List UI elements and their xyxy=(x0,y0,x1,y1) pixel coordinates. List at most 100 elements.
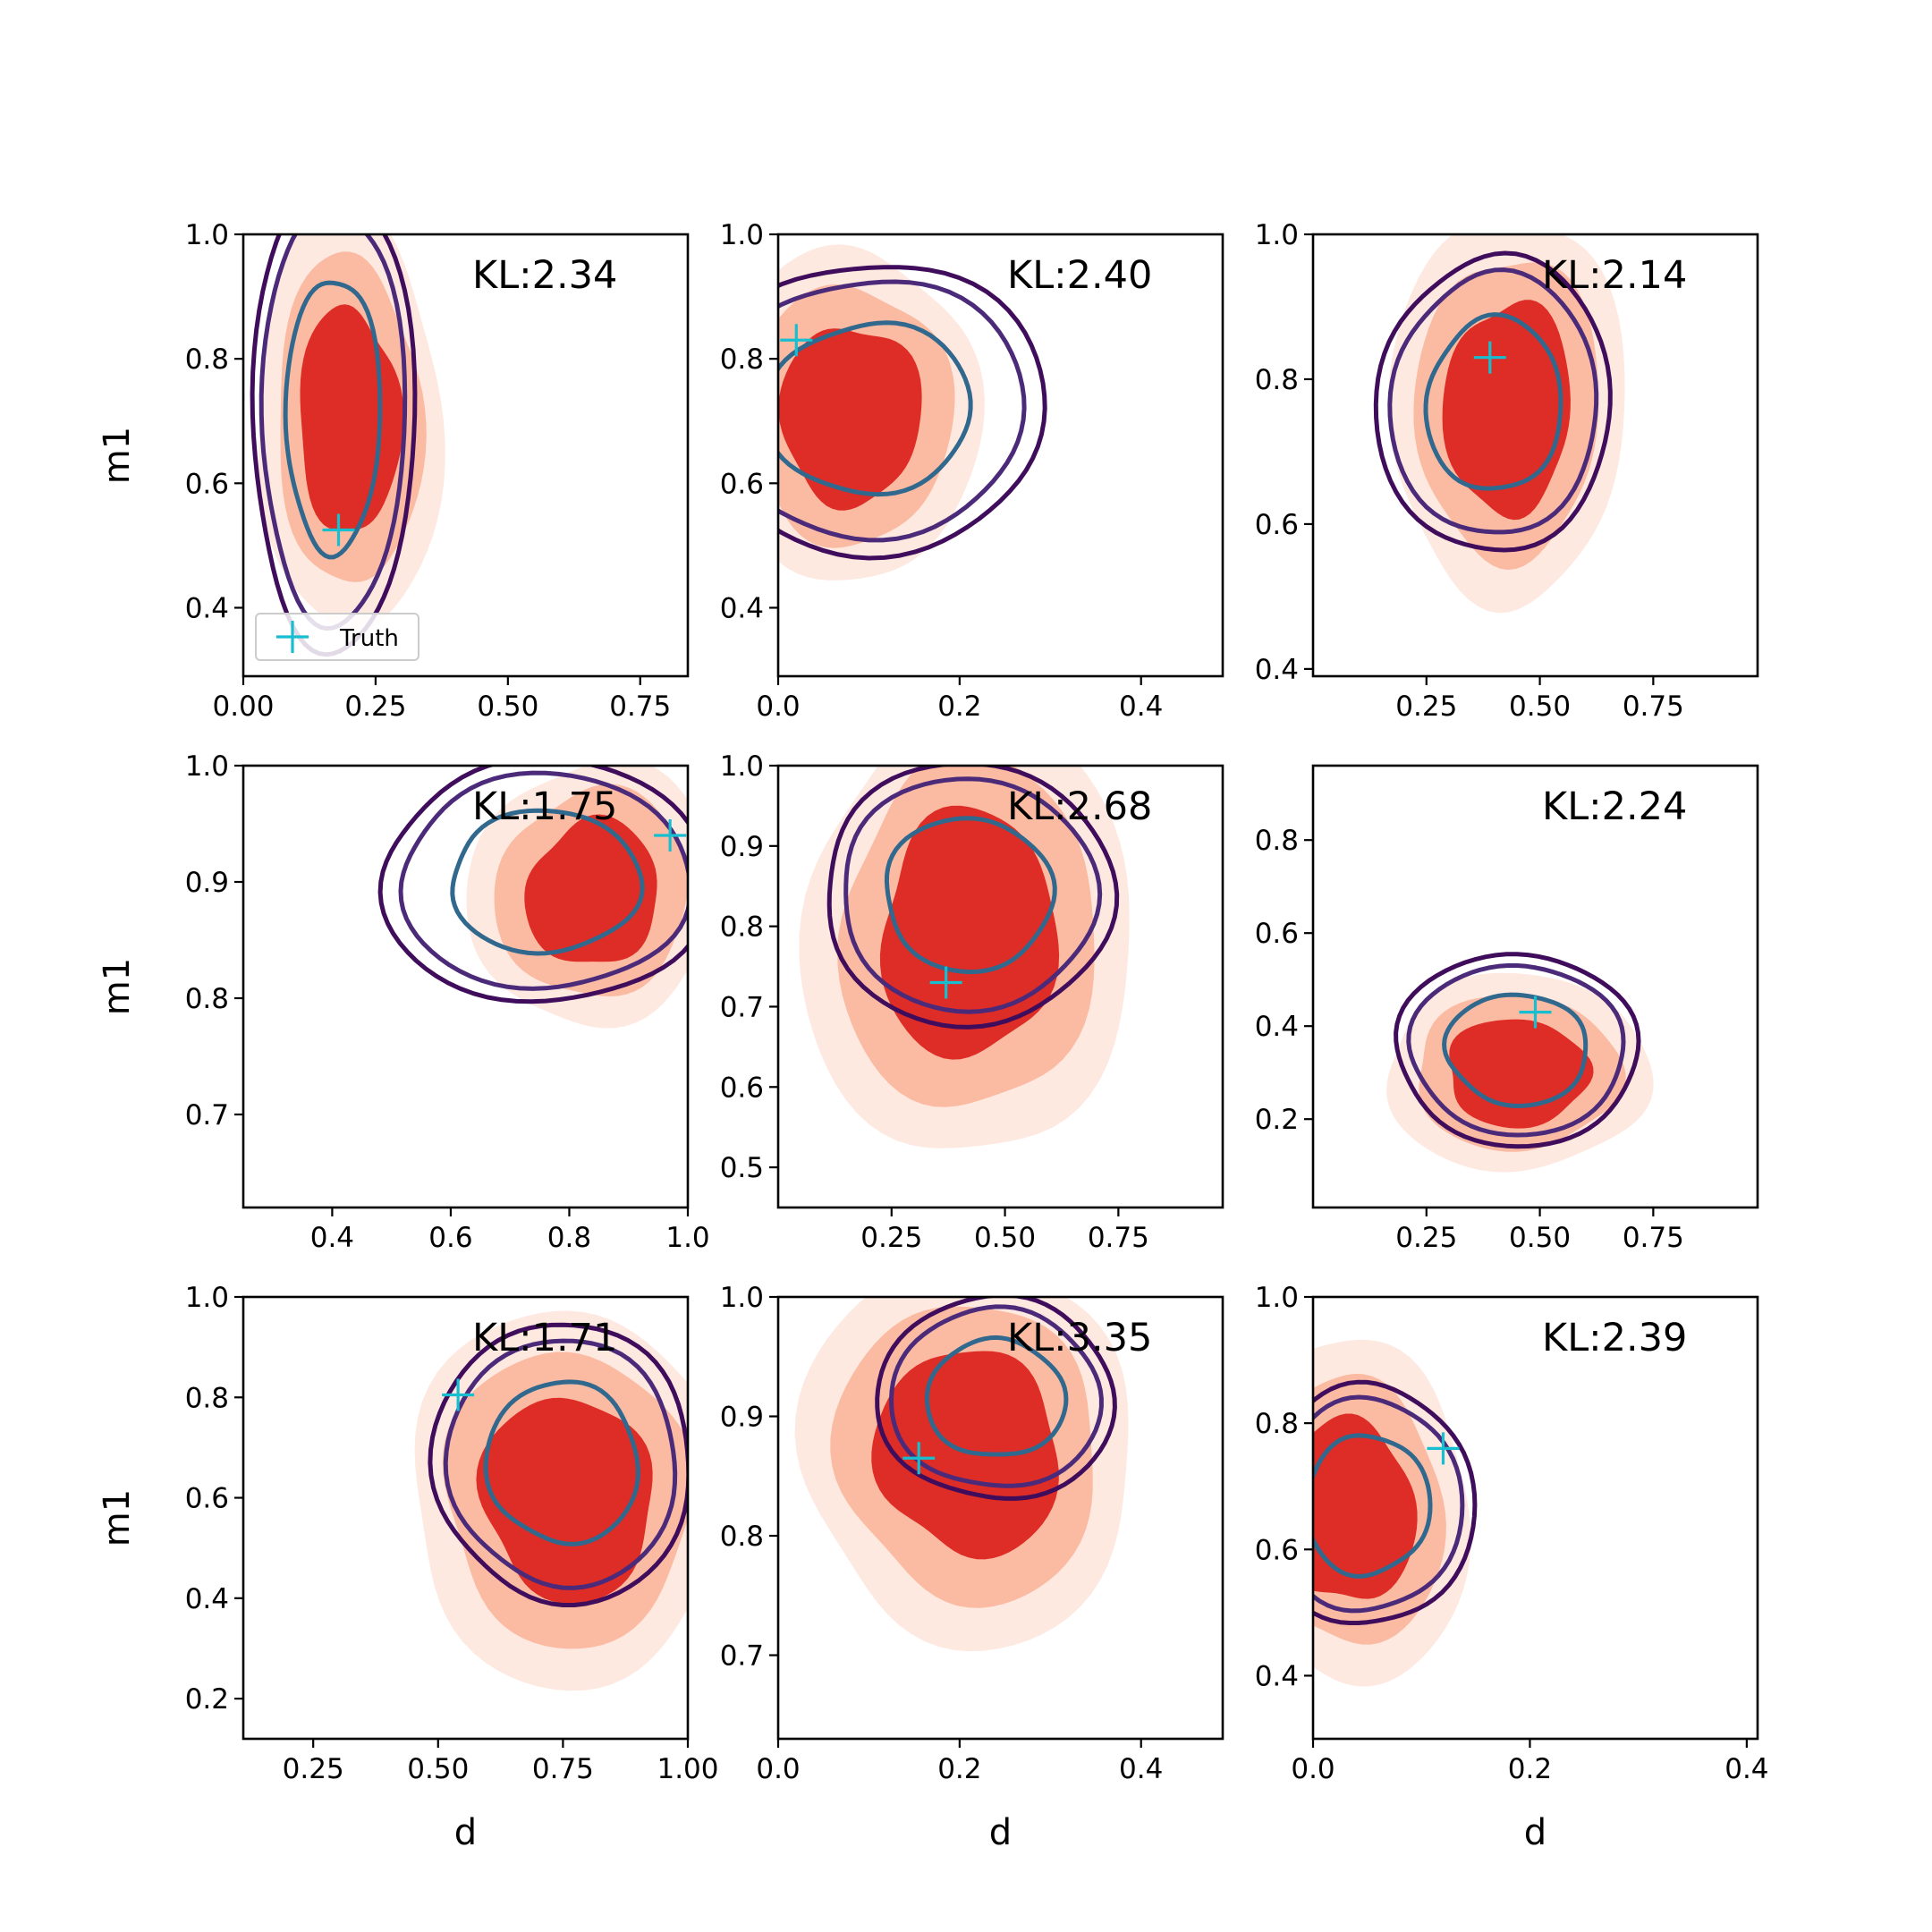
x-tick-label: 0.00 xyxy=(212,691,274,723)
contour-ring-inner xyxy=(924,1335,1069,1457)
x-axis-label: d xyxy=(989,1812,1012,1853)
plot-area xyxy=(799,766,1130,1148)
axes-frame xyxy=(1311,1295,1759,1741)
kl-annotation: KL:1.75 xyxy=(472,784,617,829)
contour-ring-outer xyxy=(875,1297,1117,1501)
contour-ring-mid xyxy=(443,1338,678,1590)
legend-label: Truth xyxy=(339,625,399,652)
truth-marker xyxy=(780,324,813,357)
panel-9: 0.0 0.2 0.4 0.4 0.6 0.8 1.0 KL:2.39 d xyxy=(1255,1282,1769,1853)
kl-annotation: KL:2.68 xyxy=(1007,784,1152,829)
truth-marker xyxy=(1519,996,1552,1029)
contour-ring-inner xyxy=(1423,312,1563,491)
contour-ring-inner xyxy=(1442,992,1589,1108)
contour-ring-outer xyxy=(778,265,1047,561)
x-tick-label: 0.4 xyxy=(310,1222,354,1254)
kl-annotation: KL:2.24 xyxy=(1542,784,1687,829)
legend-truth-marker xyxy=(276,621,309,653)
x-tick-label: 0.2 xyxy=(937,1753,981,1785)
axes-frame xyxy=(776,764,1224,1209)
y-tick-label: 0.8 xyxy=(185,983,229,1015)
x-tick-label: 0.0 xyxy=(756,1753,800,1785)
y-tick-label: 0.8 xyxy=(1255,364,1299,396)
contour-ring-mid xyxy=(843,776,1103,1014)
y-tick-label: 0.2 xyxy=(1255,1104,1299,1136)
axes-frame xyxy=(776,233,1224,678)
y-tick-label: 1.0 xyxy=(1255,219,1299,251)
y-tick-label: 1.0 xyxy=(1255,1282,1299,1314)
plot-area xyxy=(250,234,445,657)
axes-frame xyxy=(1311,233,1759,678)
panel-8: 0.0 0.2 0.4 0.7 0.8 0.9 1.0 KL:3.35 d xyxy=(720,1282,1224,1853)
y-tick-label: 0.5 xyxy=(720,1152,764,1184)
y-tick-label: 0.6 xyxy=(1255,509,1299,541)
x-tick-label: 0.25 xyxy=(1395,691,1457,723)
contour-ring-inner xyxy=(778,320,973,497)
y-tick-label: 0.8 xyxy=(720,343,764,376)
x-tick-label: 0.25 xyxy=(283,1753,344,1785)
kl-annotation: KL:2.40 xyxy=(1007,253,1152,298)
y-tick-label: 0.4 xyxy=(1255,1011,1299,1043)
y-tick-label: 0.8 xyxy=(1255,1408,1299,1440)
panel-6: 0.25 0.50 0.75 0.2 0.4 0.6 0.8 KL:2.24 xyxy=(1255,764,1759,1254)
axes-frame xyxy=(1311,764,1759,1209)
x-tick-label: 0.75 xyxy=(1088,1222,1149,1254)
density-region-inner xyxy=(476,1397,653,1604)
x-tick-label: 0.50 xyxy=(477,691,538,723)
contour-ring-mid xyxy=(398,770,688,991)
x-tick-label: 0.75 xyxy=(609,691,671,723)
contour-ring-outer xyxy=(1394,952,1641,1149)
axes-frame xyxy=(242,233,690,678)
x-tick-label: 0.25 xyxy=(1395,1222,1457,1254)
y-tick-label: 0.6 xyxy=(1255,1534,1299,1566)
y-tick-label: 0.4 xyxy=(1255,1660,1299,1692)
panel-5: 0.25 0.50 0.75 0.5 0.6 0.7 0.8 0.9 1.0 KL:2.68 xyxy=(720,750,1224,1254)
contour-ring-outer xyxy=(826,766,1120,1030)
y-tick-label: 0.8 xyxy=(720,911,764,944)
x-tick-label: 0.50 xyxy=(1509,691,1571,723)
density-region-inner xyxy=(871,1351,1059,1560)
contour-ring-mid xyxy=(778,279,1027,543)
x-tick-label: 0.0 xyxy=(756,691,800,723)
plot-area xyxy=(794,1297,1129,1652)
y-tick-label: 1.0 xyxy=(185,219,229,251)
y-tick-label: 0.7 xyxy=(720,1640,764,1673)
y-tick-label: 0.4 xyxy=(720,592,764,624)
density-region-inner xyxy=(778,328,922,511)
y-tick-label: 1.0 xyxy=(185,750,229,783)
x-tick-label: 0.50 xyxy=(974,1222,1036,1254)
y-axis-label: m1 xyxy=(97,958,138,1015)
y-tick-label: 0.9 xyxy=(720,1402,764,1434)
axes-frame xyxy=(242,764,690,1209)
panel-1: 0.00 0.25 0.50 0.75 0.4 0.6 0.8 1.0 KL:2.34 m1 Tru… xyxy=(97,219,690,723)
y-tick-label: 0.8 xyxy=(720,1521,764,1553)
truth-marker xyxy=(902,1442,936,1475)
plot-area xyxy=(377,766,688,1029)
y-tick-label: 0.6 xyxy=(1255,918,1299,950)
kl-annotation: KL:1.71 xyxy=(472,1316,617,1360)
truth-marker xyxy=(1473,341,1506,374)
truth-marker xyxy=(442,1378,475,1411)
axes-frame xyxy=(776,1295,1224,1741)
y-axis-label: m1 xyxy=(97,427,138,484)
density-region-inner xyxy=(1449,1019,1594,1129)
x-tick-label: 0.4 xyxy=(1724,1753,1768,1785)
y-tick-label: 0.6 xyxy=(720,468,764,500)
contour-ring-mid xyxy=(1387,267,1599,535)
y-tick-label: 0.7 xyxy=(720,991,764,1023)
kl-annotation: KL:3.35 xyxy=(1007,1316,1152,1360)
y-tick-label: 0.7 xyxy=(185,1099,229,1131)
contour-ring-inner xyxy=(1313,1433,1433,1579)
x-tick-label: 0.8 xyxy=(547,1222,591,1254)
contour-ring-outer xyxy=(377,766,688,1004)
contour-ring-mid xyxy=(1406,963,1626,1138)
y-tick-label: 0.4 xyxy=(185,1583,229,1615)
x-tick-label: 0.75 xyxy=(1623,1222,1684,1254)
x-axis-label: d xyxy=(1524,1812,1546,1853)
y-tick-label: 0.6 xyxy=(185,468,229,500)
y-tick-label: 1.0 xyxy=(185,1282,229,1314)
x-tick-label: 0.2 xyxy=(1508,1753,1552,1785)
panel-7: 0.25 0.50 0.75 1.00 0.2 0.4 0.6 0.8 1.0 KL:1.71 m1… xyxy=(97,1282,719,1853)
truth-marker xyxy=(929,966,962,999)
y-axis-label: m1 xyxy=(97,1489,138,1546)
